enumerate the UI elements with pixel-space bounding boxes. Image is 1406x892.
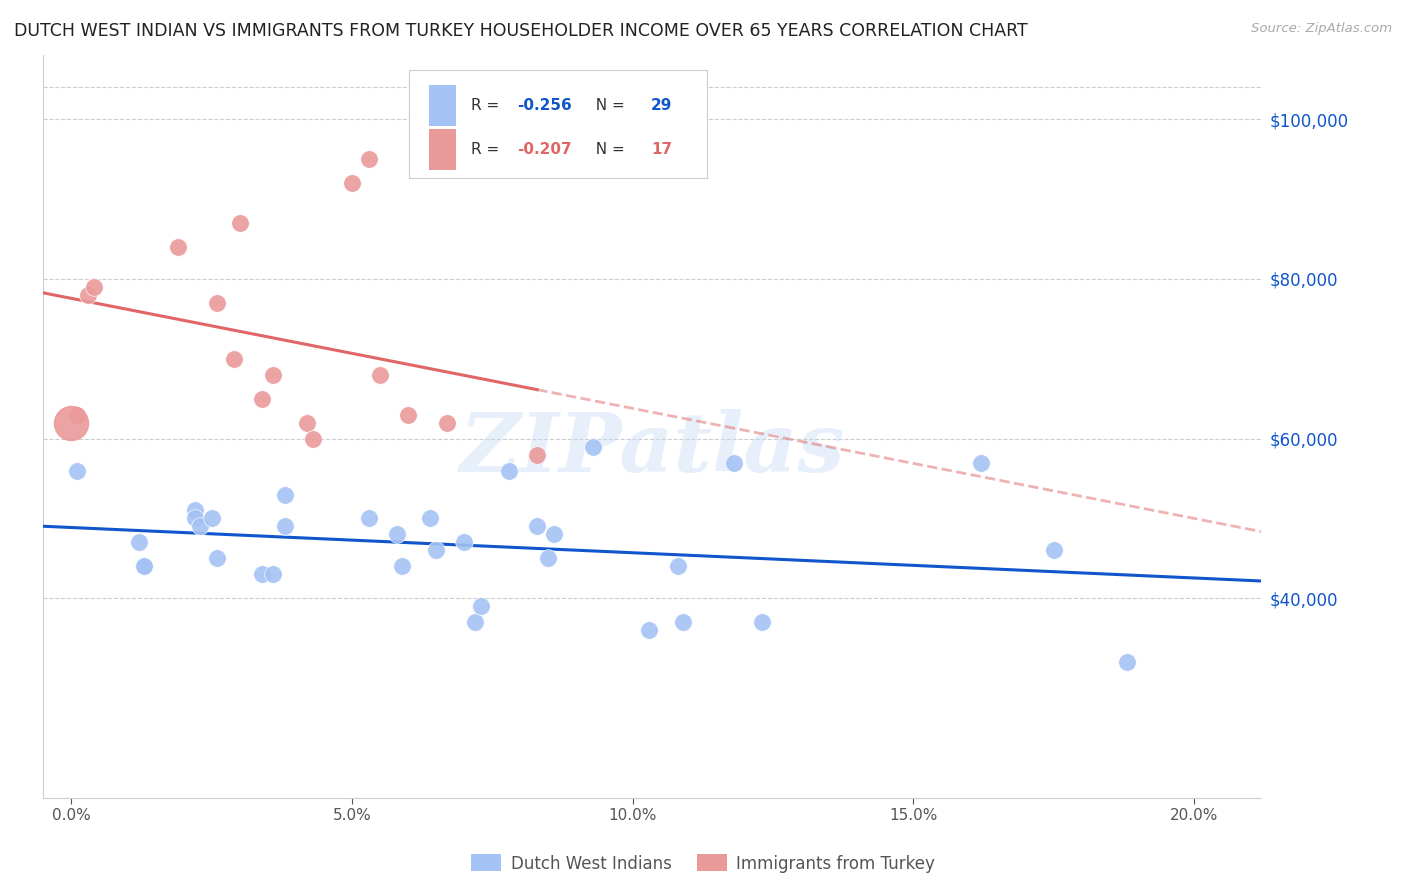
FancyBboxPatch shape [429,129,456,170]
Point [666,559,689,574]
Point [60,416,83,430]
Text: -0.207: -0.207 [517,143,572,157]
Point [368,368,391,382]
Point [1042,543,1064,558]
Point [425,543,447,558]
Point [391,559,413,574]
FancyBboxPatch shape [429,85,456,126]
Point [543,527,565,541]
Point [751,615,773,630]
Point [205,295,228,310]
Point [464,615,486,630]
Text: 17: 17 [651,143,672,157]
Point [672,615,695,630]
Point [77,287,100,301]
Text: Source: ZipAtlas.com: Source: ZipAtlas.com [1251,22,1392,36]
Point [453,535,475,549]
Point [419,511,441,525]
Text: DUTCH WEST INDIAN VS IMMIGRANTS FROM TURKEY HOUSEHOLDER INCOME OVER 65 YEARS COR: DUTCH WEST INDIAN VS IMMIGRANTS FROM TUR… [14,22,1028,40]
Point [262,368,284,382]
Point [134,559,156,574]
Point [250,567,273,582]
Legend: Dutch West Indians, Immigrants from Turkey: Dutch West Indians, Immigrants from Turk… [464,847,942,880]
Point [200,511,222,525]
Point [470,599,492,614]
Point [969,456,991,470]
Point [295,416,318,430]
Text: 29: 29 [651,98,672,112]
Point [357,152,380,166]
Text: ZIPatlas: ZIPatlas [460,409,845,489]
Point [222,351,245,366]
Point [357,511,380,525]
Point [166,240,188,254]
Point [183,503,205,517]
Point [262,567,284,582]
Point [250,392,273,406]
Point [385,527,408,541]
Text: R =: R = [471,98,503,112]
Point [66,408,89,422]
Point [498,464,520,478]
Point [228,216,250,230]
Point [188,519,211,533]
Point [582,440,605,454]
Point [134,559,156,574]
Point [128,535,150,549]
Text: N =: N = [586,98,630,112]
Point [183,511,205,525]
Point [273,487,295,501]
Point [526,519,548,533]
Point [340,176,363,190]
Point [537,551,560,566]
Point [301,432,323,446]
Point [396,408,419,422]
Point [526,448,548,462]
Point [83,280,105,294]
Point [723,456,745,470]
Text: R =: R = [471,143,503,157]
Text: N =: N = [586,143,630,157]
Point [1115,655,1137,669]
Point [205,551,228,566]
Text: -0.256: -0.256 [517,98,572,112]
FancyBboxPatch shape [409,70,707,178]
Point [273,519,295,533]
Point [436,416,458,430]
Point [638,624,661,638]
Point [66,464,89,478]
